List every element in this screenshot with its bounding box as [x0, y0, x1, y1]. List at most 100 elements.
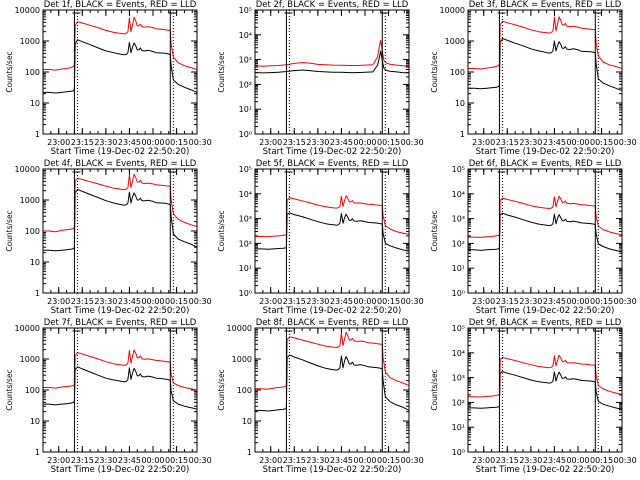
- x-tick-label: 00:00: [353, 456, 376, 465]
- x-tick-label: 00:15: [165, 138, 188, 147]
- x-axis-label: Start Time (19-Dec-02 22:50:20): [263, 465, 402, 475]
- x-tick-label: 00:15: [377, 138, 400, 147]
- y-tick-label: 10⁵: [239, 6, 252, 15]
- x-tick-label: 00:00: [353, 138, 376, 147]
- y-tick-label: 10: [242, 417, 252, 426]
- x-axis-label: Start Time (19-Dec-02 22:50:20): [51, 465, 190, 475]
- y-axis-label: Counts/sec: [5, 210, 14, 251]
- x-tick-label: 00:00: [566, 297, 589, 306]
- y-tick-label: 1000: [20, 196, 40, 205]
- series-line-events: [255, 50, 409, 74]
- y-axis-label: Counts/sec: [217, 369, 226, 410]
- x-tick-label: 00:30: [614, 138, 637, 147]
- y-tick-label: 1: [35, 289, 40, 298]
- x-axis-label: Start Time (19-Dec-02 22:50:20): [263, 147, 402, 157]
- y-tick-label: 10: [30, 99, 40, 108]
- plot-frame: [254, 168, 410, 294]
- x-axis-label: Start Time (19-Dec-02 22:50:20): [263, 306, 402, 316]
- y-tick-label: 1000: [445, 37, 465, 46]
- panel-title: Det 9f, BLACK = Events, RED = LLD: [469, 318, 622, 328]
- x-tick-label: 23:45: [118, 456, 141, 465]
- x-tick-label: 00:30: [401, 456, 424, 465]
- x-tick-label: 23:30: [519, 456, 542, 465]
- x-tick-label: 23:45: [330, 297, 353, 306]
- y-tick-label: 10⁴: [239, 190, 252, 199]
- y-tick-label: 10000: [15, 165, 40, 174]
- x-tick-label: 00:30: [401, 138, 424, 147]
- y-axis-label: Counts/sec: [430, 369, 439, 410]
- x-tick-label: 23:15: [283, 138, 306, 147]
- x-tick-label: 00:15: [165, 456, 188, 465]
- y-tick-label: 10²: [452, 239, 465, 248]
- y-tick-label: 10³: [452, 215, 465, 224]
- x-tick-label: 00:15: [590, 297, 613, 306]
- x-tick-label: 00:30: [401, 297, 424, 306]
- x-tick-label: 00:00: [566, 456, 589, 465]
- x-axis-label: Start Time (19-Dec-02 22:50:20): [476, 147, 615, 157]
- x-tick-label: 23:30: [306, 297, 329, 306]
- x-tick-label: 23:15: [496, 456, 519, 465]
- x-tick-label: 23:15: [496, 297, 519, 306]
- x-tick-label: 23:45: [330, 138, 353, 147]
- x-tick-label: 23:30: [306, 456, 329, 465]
- y-tick-label: 100: [450, 68, 465, 77]
- x-tick-label: 00:15: [165, 297, 188, 306]
- panel-det3f: Det 3f, BLACK = Events, RED = LLD 1 10 100 1…: [430, 0, 637, 157]
- y-axis-label: Counts/sec: [430, 210, 439, 251]
- x-tick-label: 00:30: [189, 297, 212, 306]
- y-tick-label: 100: [25, 68, 40, 77]
- y-tick-label: 100: [25, 227, 40, 236]
- x-tick-label: 23:30: [519, 138, 542, 147]
- panel-title: Det 3f, BLACK = Events, RED = LLD: [469, 0, 622, 10]
- x-tick-label: 23:15: [71, 297, 94, 306]
- x-tick-label: 23:00: [47, 456, 70, 465]
- plot-frame: [42, 168, 198, 294]
- y-tick-label: 100: [237, 386, 252, 395]
- panel-title: Det 8f, BLACK = Events, RED = LLD: [256, 318, 409, 328]
- y-tick-label: 10000: [15, 6, 40, 15]
- x-tick-label: 23:45: [543, 138, 566, 147]
- y-tick-label: 10⁵: [239, 165, 252, 174]
- x-tick-label: 23:30: [306, 138, 329, 147]
- y-tick-label: 10⁰: [452, 448, 465, 457]
- x-axis-label: Start Time (19-Dec-02 22:50:20): [476, 306, 615, 316]
- series-line-lld: [255, 39, 409, 67]
- y-tick-label: 10¹: [452, 264, 465, 273]
- y-tick-label: 10⁴: [452, 190, 465, 199]
- x-tick-label: 23:00: [47, 297, 70, 306]
- plot-frame: [254, 327, 410, 453]
- panel-det6f: Det 6f, BLACK = Events, RED = LLD 10⁰ 10¹ 1…: [430, 159, 637, 316]
- x-tick-label: 23:45: [118, 138, 141, 147]
- x-tick-label: 00:30: [614, 456, 637, 465]
- panel-det7f: Det 7f, BLACK = Events, RED = LLD 1 10 100 1…: [5, 318, 212, 475]
- plot-frame: [254, 9, 410, 135]
- panel-title: Det 2f, BLACK = Events, RED = LLD: [256, 0, 409, 10]
- x-tick-label: 23:00: [259, 138, 282, 147]
- panel-title: Det 1f, BLACK = Events, RED = LLD: [44, 0, 197, 10]
- x-tick-label: 00:00: [141, 456, 164, 465]
- y-tick-label: 10¹: [452, 423, 465, 432]
- x-axis-label: Start Time (19-Dec-02 22:50:20): [51, 306, 190, 316]
- y-tick-label: 10: [30, 417, 40, 426]
- x-tick-label: 23:00: [47, 138, 70, 147]
- y-tick-label: 10⁰: [239, 289, 252, 298]
- panel-det4f: Det 4f, BLACK = Events, RED = LLD 1 10 100 1…: [5, 159, 212, 316]
- x-tick-label: 00:00: [141, 297, 164, 306]
- plot-frame: [42, 9, 198, 135]
- y-axis-label: Counts/sec: [430, 51, 439, 92]
- x-tick-label: 23:15: [283, 456, 306, 465]
- y-tick-label: 10³: [239, 215, 252, 224]
- x-tick-label: 23:30: [94, 138, 117, 147]
- x-tick-label: 23:15: [71, 456, 94, 465]
- x-tick-label: 23:15: [283, 297, 306, 306]
- x-tick-label: 23:45: [330, 456, 353, 465]
- y-tick-label: 10¹: [239, 264, 252, 273]
- plot-frame: [467, 168, 623, 294]
- x-tick-label: 23:00: [472, 456, 495, 465]
- y-tick-label: 10¹: [239, 105, 252, 114]
- plot-frame: [467, 327, 623, 453]
- x-tick-label: 23:00: [259, 456, 282, 465]
- x-tick-label: 00:15: [590, 138, 613, 147]
- x-tick-label: 00:00: [141, 138, 164, 147]
